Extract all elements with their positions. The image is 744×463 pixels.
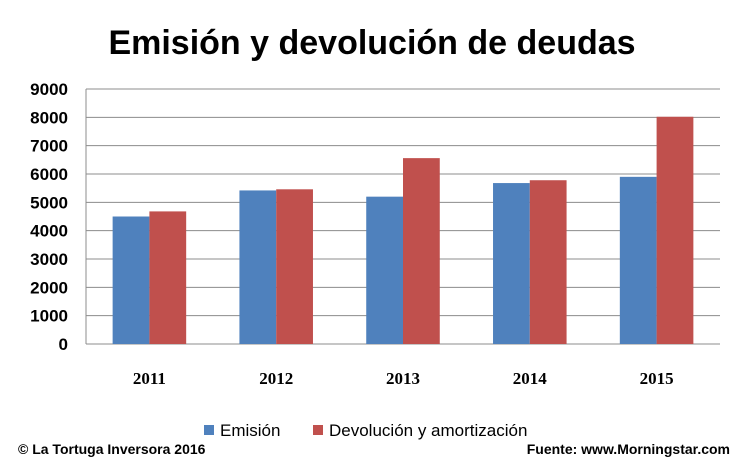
x-axis: 2011 2012 2013 2014 2015	[133, 369, 674, 388]
bar-emision-2015	[619, 176, 657, 344]
bar-emision-2012	[239, 190, 277, 344]
y-tick-label: 3000	[30, 250, 68, 269]
legend-swatch	[204, 425, 214, 435]
x-tick-label: 2011	[133, 369, 166, 388]
bar-emision-2013	[366, 196, 403, 344]
y-tick-label: 1000	[30, 307, 68, 326]
y-tick-label: 7000	[30, 137, 68, 156]
y-tick-label: 2000	[30, 278, 68, 297]
x-tick-label: 2012	[259, 369, 293, 388]
bar-emision-2011	[112, 216, 150, 344]
source-note: Fuente: www.Morningstar.com	[527, 441, 730, 457]
y-axis: 0 1000 2000 3000 4000 5000 6000 7000 8000 9000	[30, 80, 87, 354]
y-tick-label: 4000	[30, 222, 68, 241]
legend-label: Emisión	[220, 421, 280, 440]
x-tick-label: 2014	[513, 369, 548, 388]
y-tick-label: 0	[59, 335, 68, 354]
y-tick-label: 5000	[30, 193, 68, 212]
y-tick-label: 8000	[30, 108, 68, 127]
chart-title: Emisión y devolución de deudas	[108, 24, 635, 62]
bars	[112, 116, 694, 345]
x-tick-label: 2015	[640, 369, 674, 388]
legend-label: Devolución y amortización	[329, 421, 527, 440]
bar-emision-2014	[493, 183, 530, 344]
y-tick-label: 6000	[30, 165, 68, 184]
bar-devolucion-2011	[149, 211, 187, 344]
x-tick-label: 2013	[386, 369, 420, 388]
copyright-note: © La Tortuga Inversora 2016	[18, 441, 206, 457]
bar-devolucion-2012	[276, 189, 313, 344]
bar-devolucion-2015	[656, 116, 694, 345]
bar-devolucion-2014	[529, 180, 567, 344]
legend: Emisión Devolución y amortización	[204, 421, 527, 440]
y-tick-label: 9000	[30, 80, 68, 99]
legend-swatch	[313, 425, 323, 435]
bar-devolucion-2013	[403, 158, 440, 344]
